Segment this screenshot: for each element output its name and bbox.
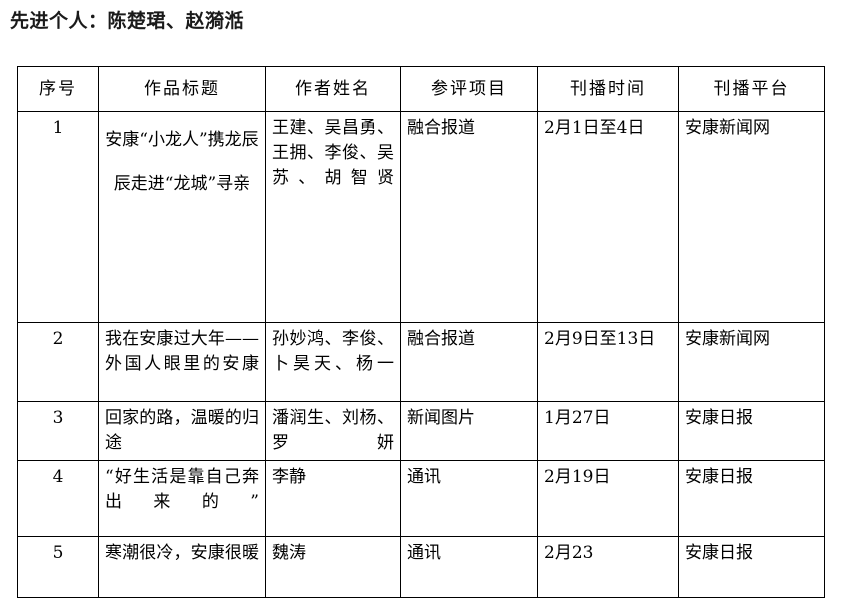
cell-title: 回家的路，温暖的归途 <box>98 401 266 461</box>
cell-author: 李静 <box>265 460 401 537</box>
cell-platform: 安康新闻网 <box>678 111 825 323</box>
column-header-title: 作品标题 <box>98 66 266 112</box>
cell-seq: 5 <box>17 536 99 598</box>
cell-platform: 安康日报 <box>678 401 825 461</box>
cell-title: 安康“小龙人”携龙辰辰走进“龙城”寻亲 <box>98 111 266 323</box>
award-table: 序号 作品标题 作者姓名 参评项目 刊播时间 刊播平台 1 安康“小龙人”携龙辰… <box>17 66 825 598</box>
table-row: 1 安康“小龙人”携龙辰辰走进“龙城”寻亲 王建、吴昌勇、王拥、李俊、吴苏、胡智… <box>17 111 825 323</box>
cell-title: 我在安康过大年——外国人眼里的安康 <box>98 322 266 402</box>
cell-platform: 安康日报 <box>678 536 825 598</box>
table-row: 3 回家的路，温暖的归途 潘润生、刘杨、罗妍 新闻图片 1月27日 安康日报 <box>17 401 825 461</box>
column-header-category: 参评项目 <box>400 66 538 112</box>
cell-date: 2月9日至13日 <box>537 322 679 402</box>
cell-date: 2月19日 <box>537 460 679 537</box>
cell-category: 通讯 <box>400 460 538 537</box>
cell-category: 融合报道 <box>400 111 538 323</box>
award-table-container: 序号 作品标题 作者姓名 参评项目 刊播时间 刊播平台 1 安康“小龙人”携龙辰… <box>17 66 825 598</box>
column-header-seq: 序号 <box>17 66 99 112</box>
cell-seq: 4 <box>17 460 99 537</box>
cell-author: 潘润生、刘杨、罗妍 <box>265 401 401 461</box>
cell-platform: 安康日报 <box>678 460 825 537</box>
cell-category: 融合报道 <box>400 322 538 402</box>
table-row: 2 我在安康过大年——外国人眼里的安康 孙妙鸿、李俊、卜昊天、杨一 融合报道 2… <box>17 322 825 402</box>
column-header-date: 刊播时间 <box>537 66 679 112</box>
table-header-row: 序号 作品标题 作者姓名 参评项目 刊播时间 刊播平台 <box>17 66 825 112</box>
cell-seq: 3 <box>17 401 99 461</box>
cell-seq: 1 <box>17 111 99 323</box>
cell-platform: 安康新闻网 <box>678 322 825 402</box>
table-row: 4 “好生活是靠自己奔出来的” 李静 通讯 2月19日 安康日报 <box>17 460 825 537</box>
cell-title: “好生活是靠自己奔出来的” <box>98 460 266 537</box>
cell-author: 王建、吴昌勇、王拥、李俊、吴苏、胡智贤 <box>265 111 401 323</box>
column-header-author: 作者姓名 <box>265 66 401 112</box>
cell-seq: 2 <box>17 322 99 402</box>
cell-date: 2月23 <box>537 536 679 598</box>
table-row: 5 寒潮很冷，安康很暖 魏涛 通讯 2月23 安康日报 <box>17 536 825 598</box>
cell-date: 2月1日至4日 <box>537 111 679 323</box>
cell-category: 新闻图片 <box>400 401 538 461</box>
cell-category: 通讯 <box>400 536 538 598</box>
cell-date: 1月27日 <box>537 401 679 461</box>
cell-author: 孙妙鸿、李俊、卜昊天、杨一 <box>265 322 401 402</box>
cell-author: 魏涛 <box>265 536 401 598</box>
column-header-platform: 刊播平台 <box>678 66 825 112</box>
cell-title: 寒潮很冷，安康很暖 <box>98 536 266 598</box>
page-title: 先进个人：陈楚珺、赵漪湉 <box>10 10 245 32</box>
